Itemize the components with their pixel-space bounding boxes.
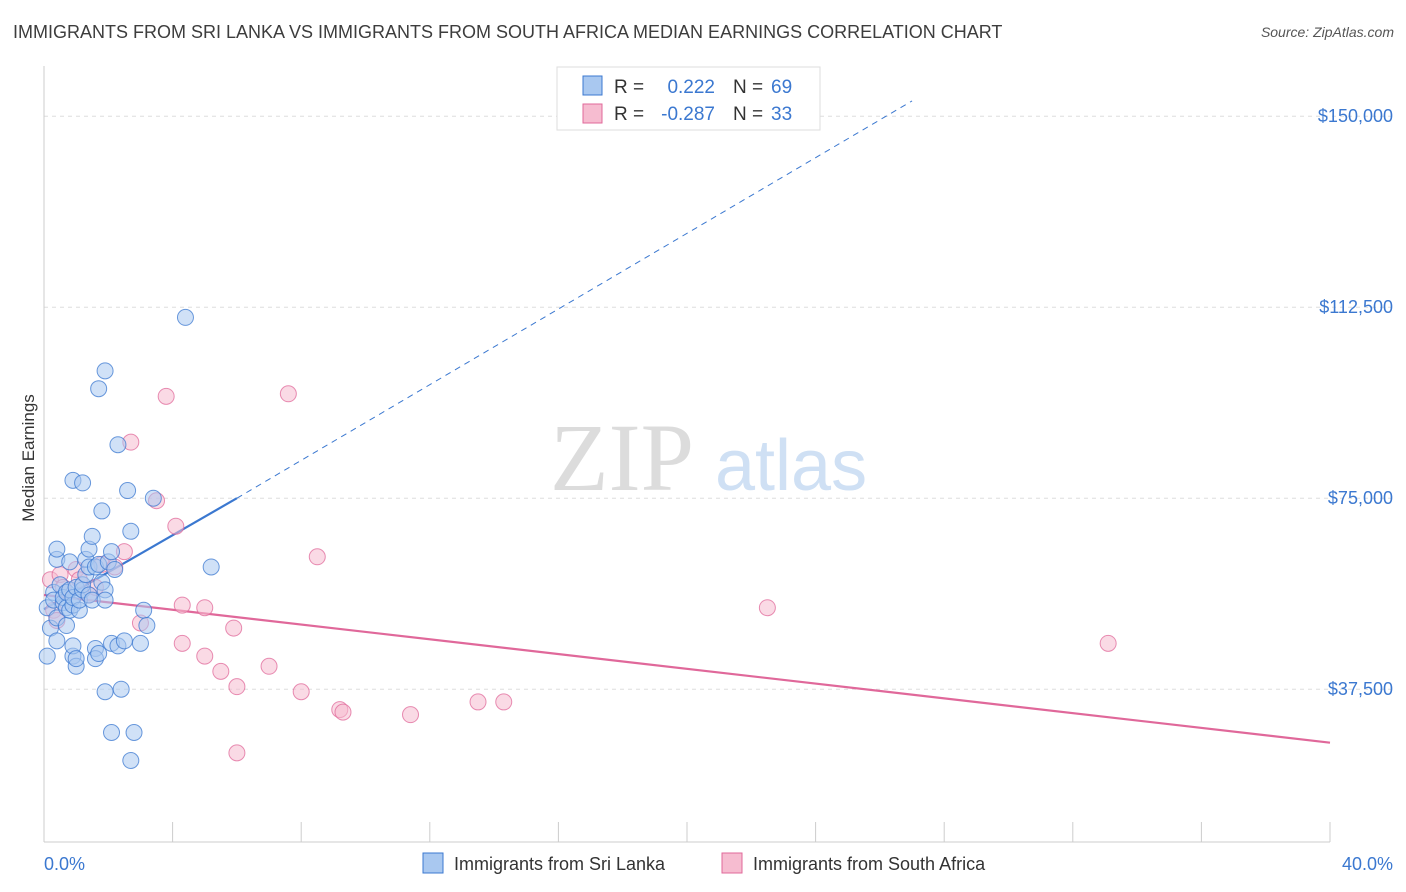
trend-line-south-africa <box>43 593 1331 744</box>
stats-r-label-1: R = <box>614 77 644 98</box>
point-sri-lanka-55 <box>109 436 127 454</box>
point-south-africa-21 <box>212 662 230 680</box>
point-sri-lanka-51 <box>103 723 121 741</box>
point-south-africa-33 <box>495 693 513 711</box>
axes <box>43 66 1331 843</box>
stats-r-value-2: -0.287 <box>661 104 715 125</box>
point-sri-lanka-63 <box>131 634 149 652</box>
point-south-africa-23 <box>228 678 246 696</box>
point-south-africa-22 <box>225 619 243 637</box>
y-tick-label-0: $37,500 <box>1328 679 1393 699</box>
point-south-africa-18 <box>173 634 191 652</box>
point-south-africa-17 <box>173 596 191 614</box>
legend-swatch-south-africa <box>721 852 743 874</box>
point-south-africa-30 <box>334 703 352 721</box>
point-sri-lanka-45 <box>93 502 111 520</box>
y-tick-label-3: $150,000 <box>1318 106 1393 126</box>
point-sri-lanka-49 <box>96 683 114 701</box>
point-sri-lanka-67 <box>176 308 194 326</box>
point-sri-lanka-41 <box>90 380 108 398</box>
point-sri-lanka-6 <box>48 632 66 650</box>
stats-legend: R = 0.222 N = 69 R = -0.287 N = 33 <box>556 66 821 131</box>
point-sri-lanka-61 <box>122 522 140 540</box>
legend-swatch-sri-lanka <box>422 852 444 874</box>
stats-r-value-1: 0.222 <box>667 77 715 98</box>
point-sri-lanka-37 <box>83 527 101 545</box>
point-south-africa-15 <box>157 387 175 405</box>
point-sri-lanka-62 <box>125 723 143 741</box>
legend-label-south-africa: Immigrants from South Africa <box>753 854 986 874</box>
point-south-africa-19 <box>196 599 214 617</box>
watermark-zip: ZIP <box>550 404 694 511</box>
y-tick-label-2: $112,500 <box>1319 297 1393 317</box>
point-sri-lanka-43 <box>90 645 108 663</box>
point-south-africa-32 <box>469 693 487 711</box>
point-sri-lanka-57 <box>112 680 130 698</box>
point-sri-lanka-8 <box>48 540 66 558</box>
point-south-africa-16 <box>167 517 185 535</box>
y-tick-labels: $37,500 $75,000 $112,500 $150,000 <box>1318 106 1393 699</box>
point-sri-lanka-53 <box>103 543 121 561</box>
point-south-africa-27 <box>292 683 310 701</box>
point-sri-lanka-46 <box>96 362 114 380</box>
x-tick-label-max: 40.0% <box>1342 854 1393 874</box>
point-south-africa-24 <box>228 744 246 762</box>
stats-n-value-2: 33 <box>771 104 792 125</box>
point-south-africa-28 <box>308 548 326 566</box>
point-sri-lanka-17 <box>61 553 79 571</box>
stats-swatch-sri-lanka <box>582 75 603 96</box>
point-sri-lanka-58 <box>115 632 133 650</box>
point-south-africa-35 <box>1099 634 1117 652</box>
point-sri-lanka-65 <box>138 617 156 635</box>
x-tick-label-min: 0.0% <box>44 854 85 874</box>
point-sri-lanka-25 <box>67 650 85 668</box>
data-points <box>38 308 1117 770</box>
watermark-atlas: atlas <box>715 426 867 506</box>
y-axis-title: Median Earnings <box>19 394 38 522</box>
trend-line-sri-lanka-extension <box>236 100 913 499</box>
y-tick-label-1: $75,000 <box>1328 488 1393 508</box>
stats-n-label-2: N = <box>733 104 763 125</box>
point-south-africa-31 <box>402 706 420 724</box>
source-credit: Source: ZipAtlas.com <box>1260 24 1394 40</box>
point-sri-lanka-29 <box>74 474 92 492</box>
point-sri-lanka-68 <box>202 558 220 576</box>
bottom-legend: Immigrants from Sri Lanka Immigrants fro… <box>422 852 986 874</box>
stats-n-value-1: 69 <box>771 77 792 98</box>
point-sri-lanka-0 <box>38 647 56 665</box>
point-sri-lanka-54 <box>106 561 124 579</box>
point-sri-lanka-60 <box>122 752 140 770</box>
watermark: ZIP atlas <box>550 404 867 511</box>
point-south-africa-25 <box>260 657 278 675</box>
stats-r-label-2: R = <box>614 104 644 125</box>
point-south-africa-34 <box>758 599 776 617</box>
stats-swatch-south-africa <box>582 103 603 124</box>
point-sri-lanka-59 <box>119 482 137 500</box>
chart-title: IMMIGRANTS FROM SRI LANKA VS IMMIGRANTS … <box>13 22 1003 42</box>
point-south-africa-20 <box>196 647 214 665</box>
stats-n-label-1: N = <box>733 77 763 98</box>
point-sri-lanka-13 <box>58 617 76 635</box>
point-south-africa-26 <box>279 385 297 403</box>
point-sri-lanka-48 <box>96 591 114 609</box>
legend-label-sri-lanka: Immigrants from Sri Lanka <box>454 854 666 874</box>
point-sri-lanka-64 <box>135 601 153 619</box>
gridlines <box>44 115 1395 690</box>
point-sri-lanka-66 <box>144 489 162 507</box>
